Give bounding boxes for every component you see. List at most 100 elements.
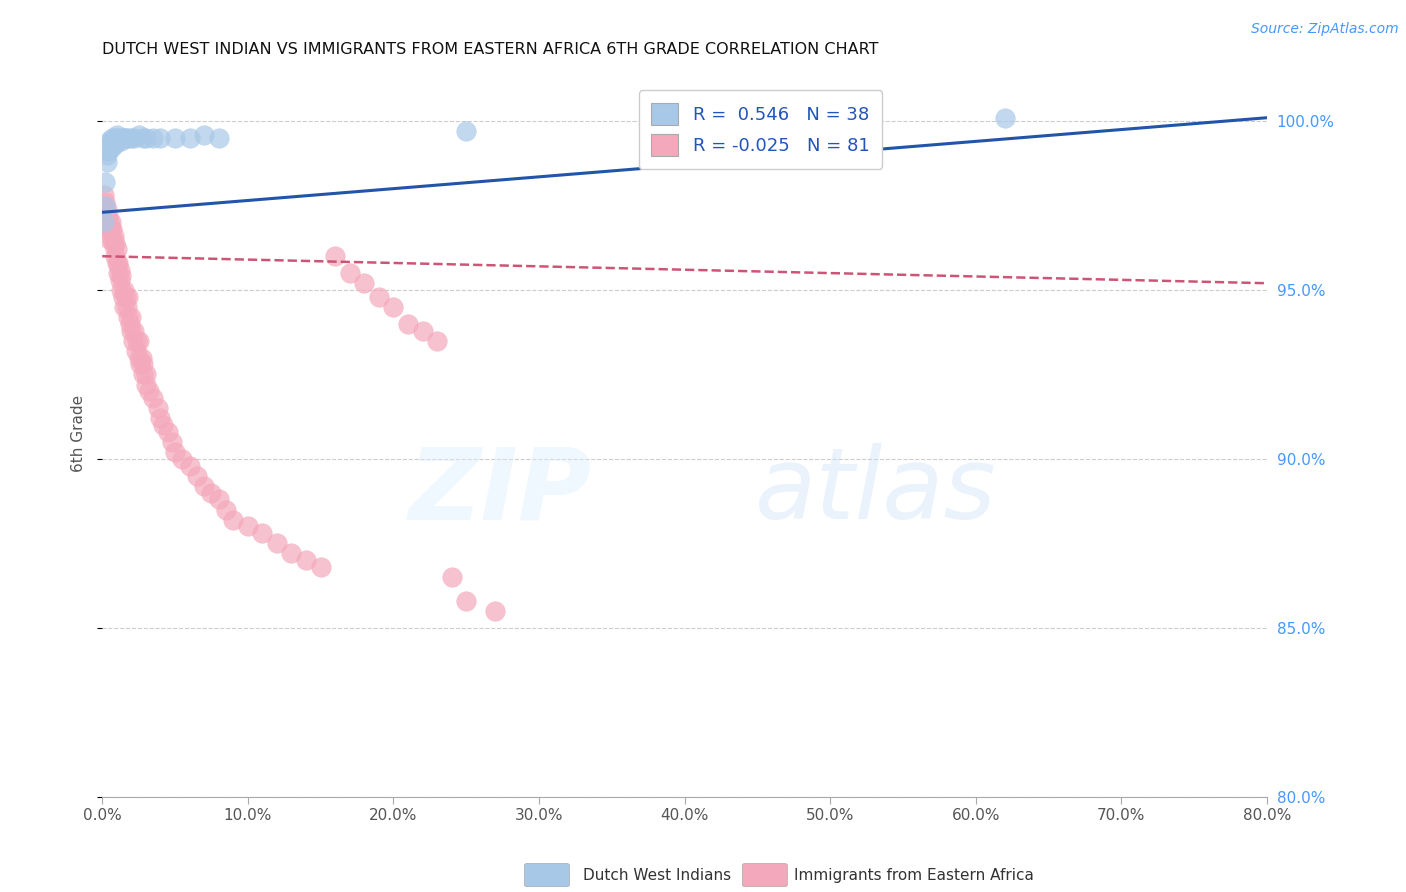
Point bbox=[208, 492, 231, 507]
Point bbox=[163, 131, 186, 145]
Point bbox=[142, 391, 165, 405]
Legend: R =  0.546   N = 38, R = -0.025   N = 81: R = 0.546 N = 38, R = -0.025 N = 81 bbox=[638, 90, 882, 169]
Point bbox=[110, 269, 132, 284]
Point bbox=[105, 131, 128, 145]
Point bbox=[107, 256, 129, 270]
Point bbox=[117, 310, 139, 324]
Point bbox=[120, 131, 142, 145]
Point bbox=[98, 137, 121, 152]
Point bbox=[93, 215, 115, 229]
Point bbox=[142, 131, 165, 145]
Point bbox=[367, 290, 389, 304]
Point bbox=[160, 435, 183, 450]
Point bbox=[110, 283, 132, 297]
Point bbox=[110, 134, 132, 148]
Point bbox=[98, 134, 121, 148]
Point bbox=[172, 451, 194, 466]
Point bbox=[104, 131, 127, 145]
Point bbox=[138, 384, 160, 399]
Point bbox=[103, 134, 125, 148]
Point bbox=[94, 195, 117, 210]
Point bbox=[200, 485, 222, 500]
Point bbox=[105, 243, 128, 257]
Text: Immigrants from Eastern Africa: Immigrants from Eastern Africa bbox=[794, 869, 1035, 883]
Y-axis label: 6th Grade: 6th Grade bbox=[72, 395, 86, 472]
Point bbox=[129, 357, 152, 371]
Point bbox=[456, 593, 478, 607]
Point bbox=[104, 249, 127, 263]
Point bbox=[101, 232, 124, 246]
Point bbox=[115, 300, 138, 314]
Point bbox=[97, 209, 120, 223]
Point bbox=[117, 290, 139, 304]
Point bbox=[117, 131, 139, 145]
Point bbox=[132, 131, 155, 145]
Point bbox=[127, 334, 149, 348]
Point bbox=[94, 198, 117, 212]
Point bbox=[114, 131, 136, 145]
Point bbox=[135, 377, 157, 392]
Point bbox=[118, 317, 141, 331]
Point bbox=[100, 137, 122, 152]
Point bbox=[128, 334, 150, 348]
Text: Dutch West Indians: Dutch West Indians bbox=[583, 869, 731, 883]
Point bbox=[101, 222, 124, 236]
Point bbox=[152, 418, 174, 433]
Point bbox=[112, 131, 135, 145]
Point bbox=[222, 513, 245, 527]
Point bbox=[101, 131, 124, 145]
Point bbox=[125, 343, 148, 358]
Point bbox=[108, 262, 131, 277]
Point bbox=[112, 283, 135, 297]
Point bbox=[339, 266, 361, 280]
Point bbox=[179, 131, 201, 145]
Point bbox=[103, 137, 125, 152]
Point bbox=[323, 249, 346, 263]
Point bbox=[107, 134, 129, 148]
Point bbox=[280, 546, 302, 560]
Point bbox=[93, 188, 115, 202]
Point bbox=[295, 553, 318, 567]
Point bbox=[100, 215, 122, 229]
Point bbox=[111, 290, 134, 304]
Point bbox=[97, 222, 120, 236]
Point bbox=[456, 124, 478, 138]
Point bbox=[236, 519, 259, 533]
Point bbox=[107, 266, 129, 280]
Point bbox=[93, 198, 115, 212]
Point bbox=[96, 202, 118, 216]
Point bbox=[96, 148, 118, 162]
Point bbox=[98, 232, 121, 246]
Point bbox=[186, 468, 208, 483]
Point bbox=[128, 128, 150, 142]
Point bbox=[412, 324, 434, 338]
Point bbox=[122, 324, 145, 338]
Text: atlas: atlas bbox=[755, 443, 995, 541]
Point bbox=[96, 215, 118, 229]
Point bbox=[135, 368, 157, 382]
Point bbox=[132, 368, 155, 382]
Text: DUTCH WEST INDIAN VS IMMIGRANTS FROM EASTERN AFRICA 6TH GRADE CORRELATION CHART: DUTCH WEST INDIAN VS IMMIGRANTS FROM EAS… bbox=[103, 42, 879, 57]
Point bbox=[156, 425, 179, 439]
Point bbox=[132, 357, 155, 371]
Point bbox=[100, 141, 122, 155]
Point bbox=[112, 300, 135, 314]
Point bbox=[105, 256, 128, 270]
Point bbox=[252, 526, 274, 541]
Point bbox=[111, 131, 134, 145]
Point bbox=[179, 458, 201, 473]
Point bbox=[135, 131, 157, 145]
Point bbox=[146, 401, 169, 416]
Point bbox=[98, 215, 121, 229]
Point bbox=[121, 334, 143, 348]
Point bbox=[120, 324, 142, 338]
Point bbox=[131, 351, 153, 365]
Point bbox=[193, 479, 215, 493]
Point bbox=[149, 411, 172, 425]
Point bbox=[382, 300, 405, 314]
Point bbox=[149, 131, 172, 145]
Point bbox=[103, 229, 125, 244]
Point bbox=[101, 134, 124, 148]
Point bbox=[484, 604, 506, 618]
Point bbox=[105, 128, 128, 142]
